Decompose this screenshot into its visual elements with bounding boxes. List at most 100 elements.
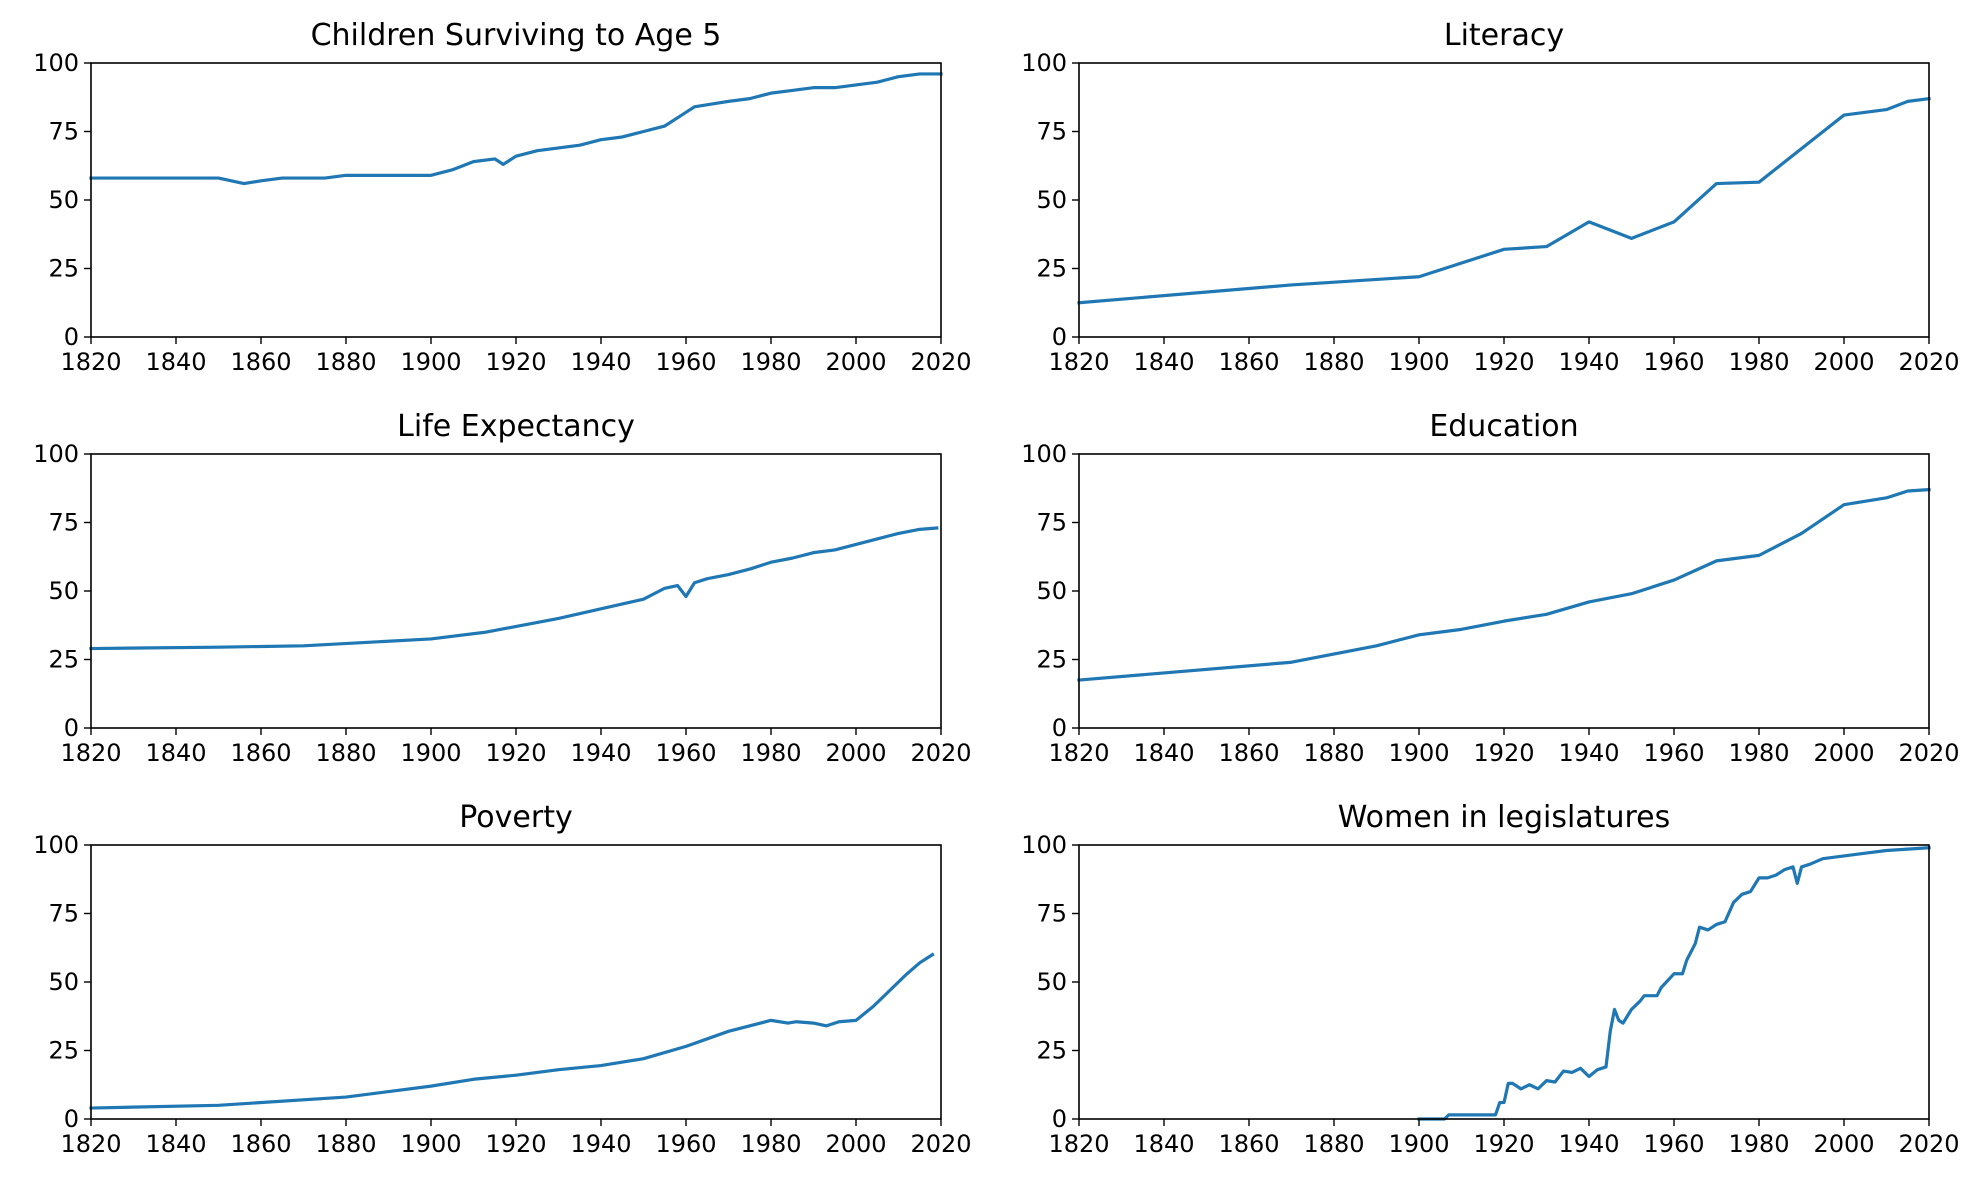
x-tick-label: 1880: [315, 739, 376, 767]
y-tick-label: 0: [1052, 1105, 1067, 1133]
x-tick-label: 2000: [1813, 739, 1874, 767]
chart-poverty: Poverty 1820 1840 1860 1880 1900 1920 1940 1960 1…: [33, 800, 971, 1158]
chart-title: Life Expectancy: [397, 409, 635, 444]
x-tick-label: 1900: [1388, 348, 1449, 376]
series-line-women-in-legislatures: [1419, 848, 1929, 1119]
y-tick-label: 100: [1021, 440, 1067, 468]
x-tick-label: 1880: [1303, 348, 1364, 376]
chart-title: Women in legislatures: [1338, 800, 1670, 835]
x-tick-label: 1980: [740, 348, 801, 376]
y-tick-label: 0: [64, 323, 79, 351]
y-tick-label: 50: [1036, 577, 1067, 605]
y-tick-label: 25: [1036, 1037, 1067, 1065]
x-tick-label: 1820: [1048, 348, 1109, 376]
y-tick-label: 75: [48, 900, 79, 928]
x-tick-label: 2000: [825, 1130, 886, 1158]
x-tick-label: 1840: [145, 1130, 206, 1158]
x-tick-label: 1960: [1643, 348, 1704, 376]
series-line-poverty: [91, 955, 933, 1108]
y-tick-label: 0: [64, 1105, 79, 1133]
y-tick-label: 100: [1021, 49, 1067, 77]
y-tick-label: 25: [1036, 255, 1067, 283]
x-tick-label: 1840: [145, 348, 206, 376]
y-tick-label: 25: [48, 255, 79, 283]
x-tick-label: 1860: [230, 1130, 291, 1158]
plot-frame: [91, 454, 941, 728]
plot-frame: [1079, 845, 1929, 1119]
x-tick-label: 1940: [1558, 348, 1619, 376]
y-tick-label: 25: [48, 646, 79, 674]
x-tick-label: 1820: [1048, 739, 1109, 767]
x-tick-label: 1920: [485, 739, 546, 767]
y-tick-label: 75: [48, 509, 79, 537]
x-tick-label: 1900: [400, 348, 461, 376]
x-tick-label: 1880: [315, 1130, 376, 1158]
y-tick-label: 75: [1036, 509, 1067, 537]
chart-life-expectancy: Life Expectancy 1820 1840 1860 1880 1900 1920 1…: [33, 409, 971, 767]
x-tick-label: 1940: [1558, 1130, 1619, 1158]
x-tick-label: 1840: [1133, 348, 1194, 376]
x-tick-label: 1860: [1218, 739, 1279, 767]
y-tick-label: 100: [33, 440, 79, 468]
x-tick-label: 1880: [1303, 739, 1364, 767]
y-tick-label: 100: [1021, 831, 1067, 859]
x-tick-label: 2000: [1813, 1130, 1874, 1158]
y-tick-label: 25: [48, 1037, 79, 1065]
x-tick-label: 1980: [1728, 739, 1789, 767]
x-tick-label: 1840: [1133, 739, 1194, 767]
x-tick-label: 1960: [655, 348, 716, 376]
x-tick-label: 1860: [230, 739, 291, 767]
chart-literacy: Literacy 1820 1840 1860 1880 1900 1920 1940 1960…: [1021, 18, 1959, 376]
y-tick-label: 50: [1036, 968, 1067, 996]
y-tick-label: 50: [48, 577, 79, 605]
chart-children-surviving-to-age-5: Children Surviving to Age 5 1820 1840 1860 1…: [33, 18, 971, 376]
x-tick-label: 1980: [740, 739, 801, 767]
chart-title: Poverty: [459, 800, 572, 835]
series-line-life-expectancy: [91, 528, 937, 649]
y-tick-label: 0: [1052, 714, 1067, 742]
x-tick-label: 1940: [1558, 739, 1619, 767]
x-tick-label: 1900: [1388, 739, 1449, 767]
x-tick-label: 1920: [1473, 1130, 1534, 1158]
y-tick-label: 50: [1036, 186, 1067, 214]
x-tick-label: 1900: [400, 739, 461, 767]
x-tick-label: 1960: [655, 1130, 716, 1158]
x-tick-label: 2000: [825, 739, 886, 767]
plot-frame: [1079, 454, 1929, 728]
x-tick-label: 1820: [60, 348, 121, 376]
y-tick-label: 25: [1036, 646, 1067, 674]
y-tick-label: 50: [48, 186, 79, 214]
series-line-literacy: [1079, 99, 1929, 303]
x-tick-label: 2020: [1898, 1130, 1959, 1158]
plot-frame: [1079, 63, 1929, 337]
chart-education: Education 1820 1840 1860 1880 1900 1920 1940 196…: [1021, 409, 1959, 767]
series-line-children-surviving-to-age-5: [91, 74, 941, 184]
x-tick-label: 1860: [1218, 348, 1279, 376]
x-tick-label: 1980: [1728, 348, 1789, 376]
x-tick-label: 1940: [570, 1130, 631, 1158]
x-tick-label: 1980: [740, 1130, 801, 1158]
plot-frame: [91, 63, 941, 337]
y-tick-label: 75: [1036, 900, 1067, 928]
x-tick-label: 1820: [60, 1130, 121, 1158]
x-tick-label: 1980: [1728, 1130, 1789, 1158]
y-tick-label: 0: [64, 714, 79, 742]
x-tick-label: 1920: [485, 348, 546, 376]
x-tick-label: 1840: [1133, 1130, 1194, 1158]
y-tick-label: 75: [48, 118, 79, 146]
x-tick-label: 1880: [315, 348, 376, 376]
y-tick-label: 0: [1052, 323, 1067, 351]
x-tick-label: 2000: [1813, 348, 1874, 376]
x-tick-label: 1940: [570, 739, 631, 767]
x-tick-label: 1920: [485, 1130, 546, 1158]
x-tick-label: 2020: [910, 1130, 971, 1158]
x-tick-label: 1920: [1473, 739, 1534, 767]
x-tick-label: 1960: [1643, 1130, 1704, 1158]
x-tick-label: 1900: [400, 1130, 461, 1158]
x-tick-label: 2020: [910, 739, 971, 767]
x-tick-label: 1920: [1473, 348, 1534, 376]
x-tick-label: 1960: [1643, 739, 1704, 767]
x-tick-label: 1840: [145, 739, 206, 767]
x-tick-label: 2020: [1898, 348, 1959, 376]
